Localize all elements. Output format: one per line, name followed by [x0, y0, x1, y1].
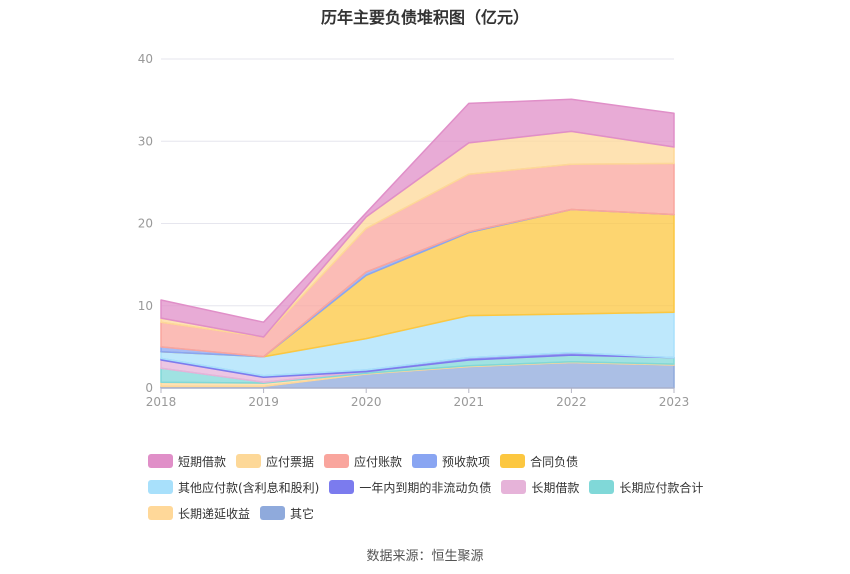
legend-swatch: [412, 454, 438, 468]
legend-swatch: [148, 480, 173, 494]
x-tick-label: 2023: [659, 395, 690, 409]
legend-label: 其它: [290, 506, 315, 521]
stacked-area-chart: 2018 2019 2020 2021 2022 2023 0 10 20 30 40: [138, 52, 690, 409]
legend-row: 短期借款 应付票据 应付账款 预收款项 合同负债: [148, 448, 748, 474]
legend-item[interactable]: 一年内到期的非流动负债: [329, 479, 491, 496]
legend-row: 其他应付款(含利息和股利) 一年内到期的非流动负债 长期借款 长期应付款合计: [148, 474, 748, 500]
legend-item[interactable]: 应付账款: [324, 453, 402, 470]
data-source-note: 数据来源：恒生聚源: [366, 549, 484, 564]
legend-item[interactable]: 合同负债: [500, 453, 578, 470]
area-layers: [160, 98, 675, 389]
area-短期借款: [160, 98, 675, 338]
legend-label: 应付账款: [354, 454, 403, 469]
legend-label: 合同负债: [530, 454, 579, 469]
chart-title: 历年主要负债堆积图（亿元）: [320, 8, 529, 27]
legend-label: 预收款项: [442, 454, 491, 469]
legend-item[interactable]: 其它: [260, 505, 314, 522]
x-tick-label: 2018: [146, 395, 177, 409]
legend-swatch: [501, 480, 527, 494]
legend-label: 长期借款: [531, 480, 580, 495]
legend-label: 一年内到期的非流动负债: [359, 480, 492, 495]
y-tick-label: 0: [145, 381, 153, 395]
x-tick-label: 2022: [556, 395, 587, 409]
legend-swatch: [589, 480, 615, 494]
x-tick-label: 2021: [454, 395, 485, 409]
legend-row: 长期递延收益 其它: [148, 500, 748, 526]
legend-item[interactable]: 短期借款: [148, 453, 226, 470]
y-tick-label: 30: [138, 134, 153, 148]
legend-item[interactable]: 长期递延收益: [148, 505, 250, 522]
y-tick-label: 40: [138, 52, 153, 66]
legend-item[interactable]: 预收款项: [412, 453, 490, 470]
legend-label: 其他应付款(含利息和股利): [178, 480, 320, 495]
legend-swatch: [148, 506, 173, 520]
x-tick-label: 2020: [351, 395, 382, 409]
y-tick-label: 20: [138, 217, 153, 231]
legend-item[interactable]: 其他应付款(含利息和股利): [148, 479, 319, 496]
legend-item[interactable]: 应付票据: [236, 453, 314, 470]
x-axis: 2018 2019 2020 2021 2022 2023: [146, 387, 690, 409]
legend-swatch: [500, 454, 526, 468]
y-tick-label: 10: [138, 299, 153, 313]
y-axis: 0 10 20 30 40: [138, 52, 153, 395]
legend-swatch: [236, 454, 262, 468]
legend-label: 长期应付款合计: [619, 480, 704, 495]
legend-item[interactable]: 长期应付款合计: [589, 479, 703, 496]
legend-label: 应付票据: [266, 454, 315, 469]
legend-swatch: [329, 480, 355, 494]
legend-swatch: [260, 506, 286, 520]
x-tick-label: 2019: [248, 395, 279, 409]
legend-label: 短期借款: [178, 454, 227, 469]
legend: 短期借款 应付票据 应付账款 预收款项 合同负债 其他应付款(含利息和股利) 一年内到期的…: [148, 448, 748, 526]
legend-item[interactable]: 长期借款: [501, 479, 579, 496]
legend-swatch: [324, 454, 350, 468]
legend-swatch: [148, 454, 173, 468]
legend-label: 长期递延收益: [178, 506, 251, 521]
